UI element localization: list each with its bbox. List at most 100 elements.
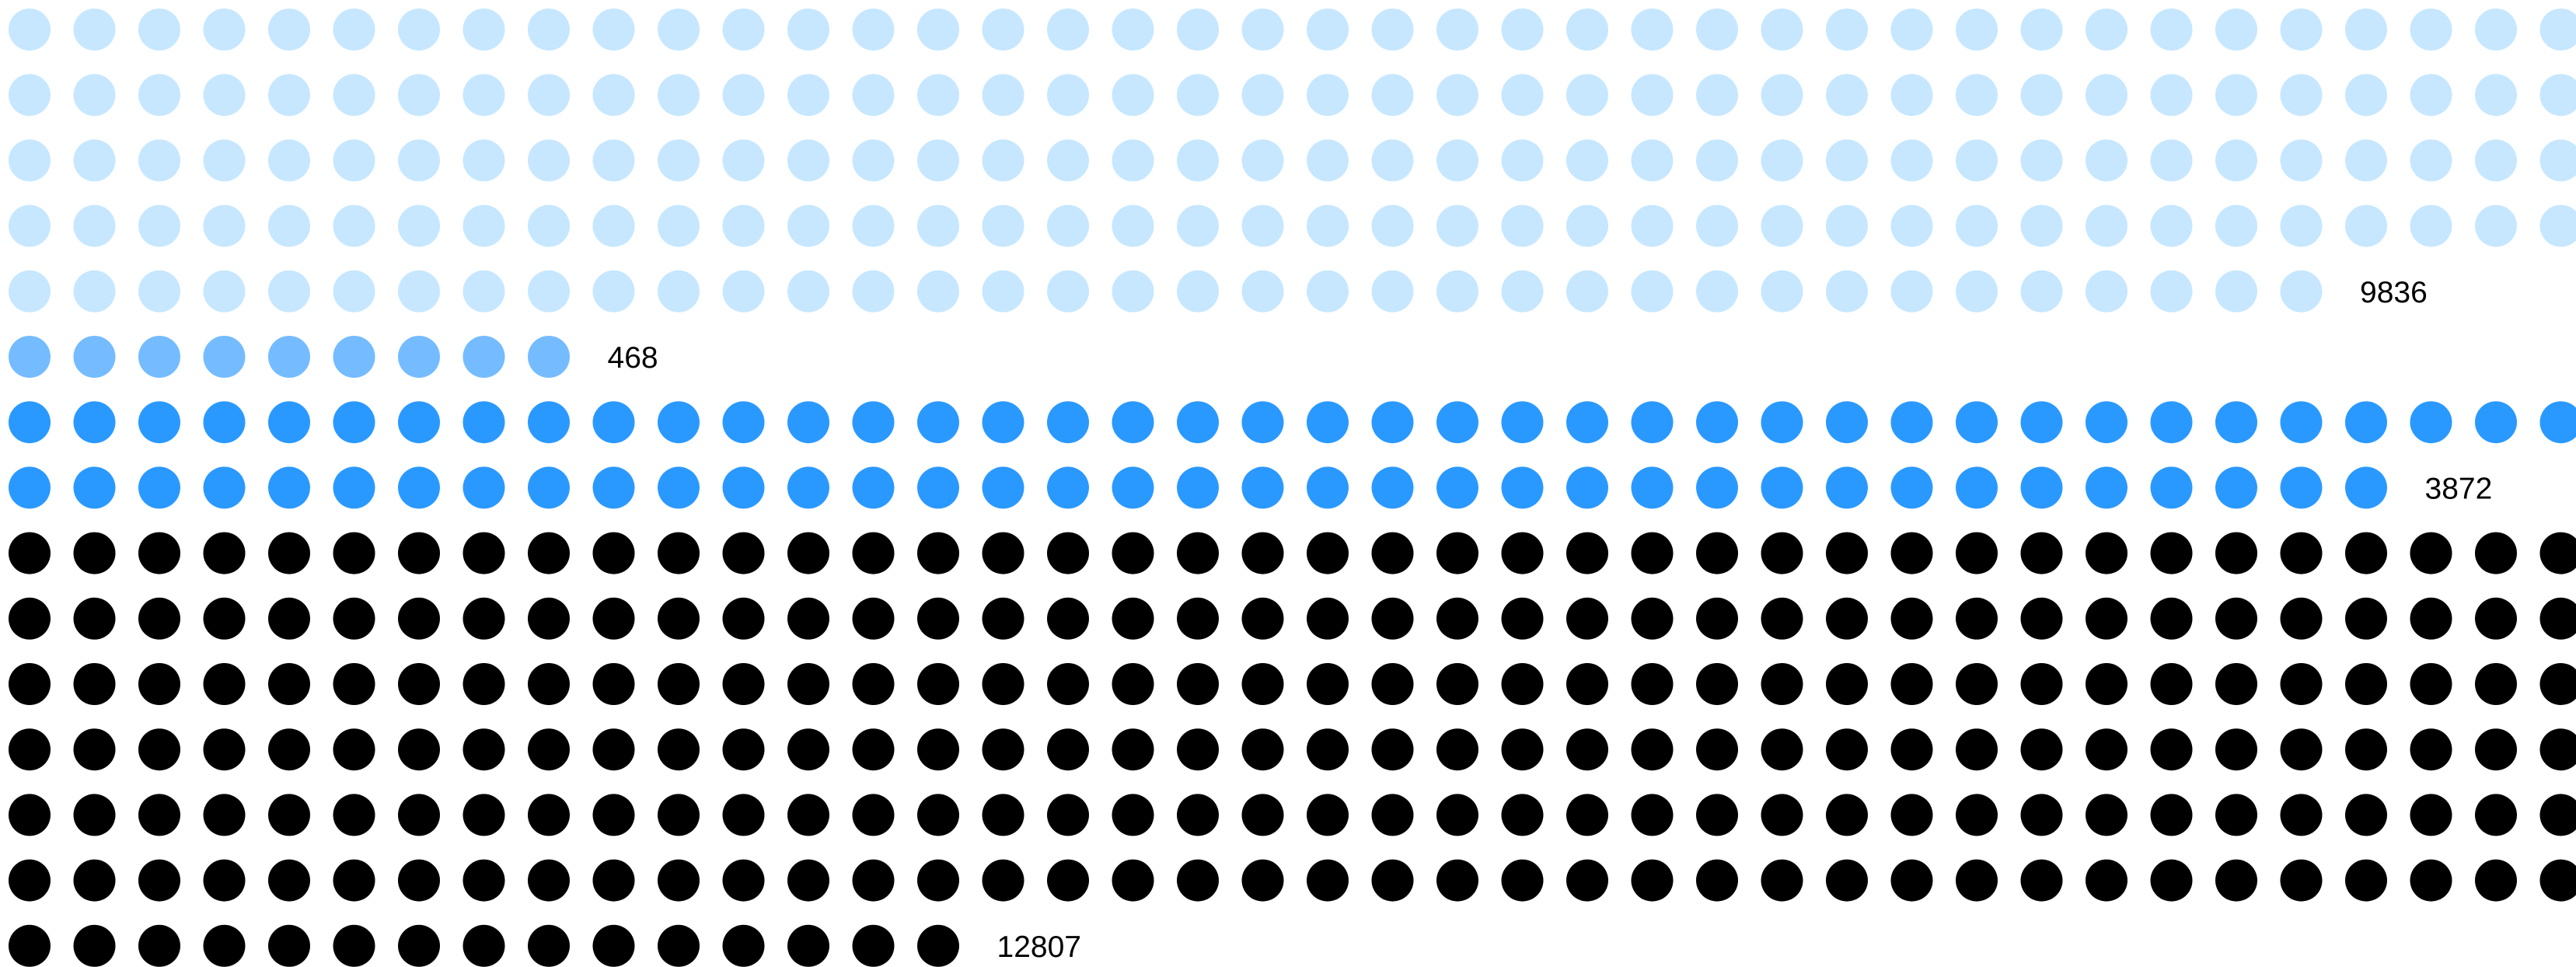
dot-group-4 [2020, 532, 2063, 574]
dot-group-1 [1307, 9, 1349, 51]
dot-group-1 [1177, 9, 1219, 51]
dot-group-1 [73, 139, 116, 182]
dot-group-3 [528, 466, 570, 509]
dot-group-4 [2086, 597, 2127, 640]
dot-group-3 [1112, 401, 1154, 444]
dot-group-1 [2475, 9, 2517, 51]
dot-group-3 [1241, 466, 1284, 509]
dot-group-4 [1112, 663, 1154, 705]
dot-group-4 [592, 532, 635, 574]
dot-group-4 [2539, 859, 2576, 902]
group-count-label-1: 9836 [2360, 276, 2428, 309]
dot-group-1 [1047, 204, 1089, 247]
dot-group-4 [1890, 794, 1933, 836]
dot-group-3 [398, 401, 440, 444]
dot-group-4 [787, 794, 829, 836]
dot-group-4 [2345, 597, 2387, 640]
dot-group-3 [1566, 401, 1608, 444]
dot-group-1 [1177, 139, 1219, 182]
dot-group-4 [722, 663, 765, 705]
dot-group-1 [982, 270, 1024, 312]
dot-group-4 [268, 532, 310, 574]
dot-group-4 [138, 794, 180, 836]
dot-group-1 [2410, 74, 2452, 117]
dot-group-1 [1956, 204, 1998, 247]
dot-group-1 [1956, 74, 1998, 117]
dot-group-1 [333, 204, 375, 247]
dot-group-3 [2215, 401, 2257, 444]
dot-group-1 [1761, 139, 1803, 182]
dot-group-3 [2086, 401, 2127, 444]
dot-group-4 [2020, 597, 2063, 640]
dot-group-1 [1047, 74, 1089, 117]
dot-group-1 [658, 270, 700, 312]
dot-group-4 [528, 597, 570, 640]
dot-group-4 [9, 859, 51, 902]
dot-group-4 [9, 597, 51, 640]
dot-group-1 [1566, 270, 1608, 312]
dot-group-4 [2539, 597, 2576, 640]
dot-group-4 [203, 859, 246, 902]
dot-group-4 [528, 794, 570, 836]
dot-group-3 [1956, 466, 1998, 509]
dot-group-4 [852, 663, 895, 705]
dot-group-4 [138, 597, 180, 640]
dot-group-2 [398, 336, 440, 378]
dot-group-4 [462, 663, 505, 705]
dot-group-1 [1241, 270, 1284, 312]
dot-group-4 [333, 859, 375, 902]
dot-group-4 [1112, 597, 1154, 640]
dot-group-4 [462, 597, 505, 640]
dot-group-4 [1112, 859, 1154, 902]
dot-group-4 [398, 597, 440, 640]
dot-group-1 [2280, 9, 2323, 51]
dot-group-4 [787, 663, 829, 705]
dot-group-4 [658, 794, 700, 836]
dot-group-4 [2345, 663, 2387, 705]
dot-group-4 [982, 532, 1024, 574]
dot-group-4 [592, 597, 635, 640]
dot-group-1 [982, 204, 1024, 247]
dot-group-4 [722, 532, 765, 574]
dot-group-4 [852, 597, 895, 640]
dot-group-4 [2086, 532, 2127, 574]
dot-group-4 [2475, 794, 2517, 836]
dot-group-4 [462, 924, 505, 967]
dot-group-4 [658, 663, 700, 705]
dot-group-1 [2150, 9, 2193, 51]
dot-group-1 [462, 74, 505, 117]
dot-group-4 [1761, 728, 1803, 771]
dot-group-1 [462, 139, 505, 182]
dot-group-1 [2475, 74, 2517, 117]
dot-group-1 [1047, 270, 1089, 312]
dot-group-4 [1177, 532, 1219, 574]
dot-group-4 [1890, 597, 1933, 640]
dot-group-4 [1826, 728, 1868, 771]
dot-group-2 [9, 336, 51, 378]
dot-group-1 [1956, 139, 1998, 182]
dot-group-1 [9, 9, 51, 51]
dot-group-1 [2539, 74, 2576, 117]
dot-group-1 [982, 9, 1024, 51]
dot-group-1 [1566, 139, 1608, 182]
dot-group-3 [2150, 401, 2193, 444]
dot-group-4 [1177, 663, 1219, 705]
dot-group-1 [592, 139, 635, 182]
dot-group-1 [528, 9, 570, 51]
dot-group-1 [658, 204, 700, 247]
dot-group-1 [138, 204, 180, 247]
dot-group-4 [1371, 728, 1414, 771]
dot-group-4 [1566, 597, 1608, 640]
dot-group-3 [982, 401, 1024, 444]
dot-group-4 [73, 924, 116, 967]
dot-group-1 [1631, 270, 1674, 312]
dot-group-4 [1501, 663, 1544, 705]
dot-group-4 [722, 794, 765, 836]
dot-group-4 [2345, 794, 2387, 836]
dot-group-1 [528, 74, 570, 117]
dot-group-1 [73, 204, 116, 247]
dot-group-4 [852, 794, 895, 836]
dot-group-4 [917, 597, 959, 640]
dot-group-4 [2475, 532, 2517, 574]
dot-group-4 [2539, 794, 2576, 836]
